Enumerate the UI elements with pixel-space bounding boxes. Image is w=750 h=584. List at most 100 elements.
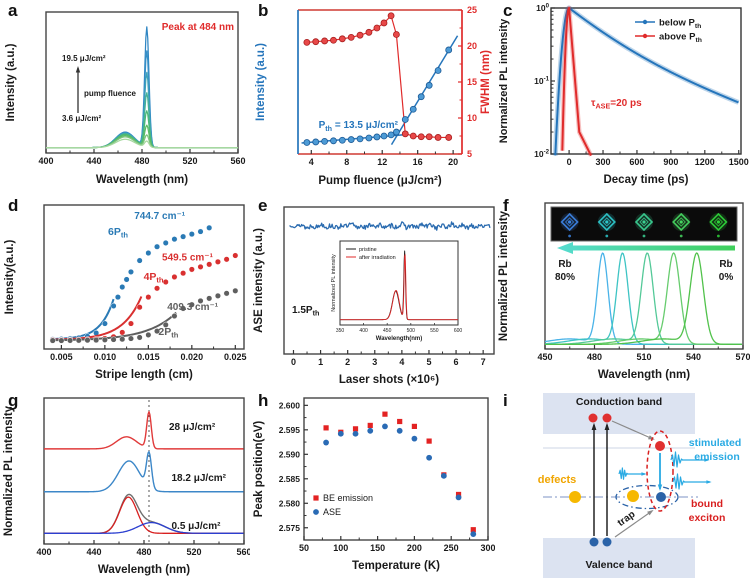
panel-b: b 4 8 12 16 20 5 10 15 20 25 Pth = 13.5 μJ/cm² Pump… (250, 0, 495, 195)
svg-text:trap: trap (616, 509, 638, 529)
svg-text:570: 570 (735, 352, 750, 362)
svg-text:400: 400 (359, 328, 368, 334)
svg-text:emission: emission (694, 451, 740, 463)
svg-text:250: 250 (444, 543, 459, 553)
panel-i-chart: Conduction band Valence band defects trap st… (538, 393, 742, 578)
svg-text:480: 480 (136, 547, 151, 557)
svg-text:300: 300 (480, 543, 495, 553)
svg-text:2.575: 2.575 (279, 523, 301, 533)
svg-text:Pth = 13.5 μJ/cm²: Pth = 13.5 μJ/cm² (319, 120, 399, 133)
svg-text:440: 440 (86, 547, 101, 557)
svg-text:560: 560 (236, 547, 250, 557)
svg-text:0: 0 (291, 357, 296, 367)
panel-a-chart: 400 440 480 520 560 Peak at 484 nm 19.5 μJ/cm²… (5, 11, 246, 186)
panel-c-chart: 0 300 600 900 1200 1500 100 10-1 10-2 below Pthab… (498, 2, 749, 186)
svg-text:7: 7 (481, 357, 486, 367)
svg-text:Intensity (a.u.): Intensity (a.u.) (255, 43, 267, 121)
svg-text:15: 15 (467, 77, 477, 87)
svg-text:0.005: 0.005 (50, 352, 73, 362)
svg-text:520: 520 (182, 156, 197, 166)
svg-text:3: 3 (372, 357, 377, 367)
svg-text:1200: 1200 (695, 157, 715, 167)
svg-text:549.5 cm⁻¹: 549.5 cm⁻¹ (162, 253, 214, 264)
svg-text:900: 900 (663, 157, 678, 167)
svg-text:600: 600 (454, 328, 463, 334)
svg-text:744.7 cm⁻¹: 744.7 cm⁻¹ (134, 211, 186, 222)
panel-g-label: g (8, 391, 19, 410)
svg-text:Normalized PL intensity: Normalized PL intensity (331, 254, 337, 312)
svg-text:25: 25 (467, 5, 477, 15)
svg-text:Rb: Rb (558, 259, 571, 270)
svg-text:τASE=20 ps: τASE=20 ps (591, 98, 642, 111)
svg-text:2.585: 2.585 (279, 474, 301, 484)
svg-text:Intensity (a.u.): Intensity (a.u.) (5, 43, 17, 121)
svg-text:20: 20 (467, 41, 477, 51)
svg-text:450: 450 (537, 352, 552, 362)
svg-text:100: 100 (536, 2, 549, 13)
svg-text:550: 550 (430, 328, 439, 334)
svg-text:Wavelength (nm): Wavelength (nm) (96, 174, 188, 186)
svg-text:6Pth: 6Pth (108, 226, 128, 240)
svg-text:defects: defects (538, 474, 577, 486)
svg-text:10: 10 (467, 113, 477, 123)
svg-text:560: 560 (230, 156, 245, 166)
svg-text:4: 4 (399, 357, 404, 367)
panel-b-label: b (258, 1, 269, 20)
svg-text:Peak at 484 nm: Peak at 484 nm (162, 22, 234, 33)
svg-text:5: 5 (467, 149, 472, 159)
svg-text:0.020: 0.020 (181, 352, 204, 362)
svg-text:0.015: 0.015 (137, 352, 160, 362)
svg-text:6: 6 (454, 357, 459, 367)
panel-e: e 0 1 2 3 4 5 6 7 1.5Pth pristine after irradiatio… (250, 195, 495, 390)
panel-d: d 0.005 0.010 0.015 0.020 0.025 744.7 cm⁻¹ 6Pt… (0, 195, 250, 390)
svg-text:600: 600 (629, 157, 644, 167)
svg-text:3.6 μJ/cm²: 3.6 μJ/cm² (62, 114, 101, 123)
panel-g: g 400 440 480 520 560 28 μJ/cm² 18.2 μJ/cm² 0.5… (0, 390, 250, 584)
svg-text:Peak position(eV): Peak position(eV) (253, 421, 265, 518)
svg-text:Stripe length (cm): Stripe length (cm) (95, 369, 193, 381)
svg-text:Normalized PL intensity: Normalized PL intensity (498, 18, 510, 143)
svg-text:Conduction band: Conduction band (576, 396, 662, 408)
svg-text:500: 500 (407, 328, 416, 334)
svg-text:Temperature (K): Temperature (K) (352, 560, 440, 572)
panel-f: f 450 480 510 540 570 Rb 80% Rb 0% Wavelength (nm… (495, 195, 750, 390)
svg-text:2: 2 (345, 357, 350, 367)
svg-text:400: 400 (36, 547, 51, 557)
panel-h-chart: 50 100 150 200 250 300 2.575 2.580 2.585 2.590 2.5… (253, 397, 495, 572)
svg-text:2.595: 2.595 (279, 425, 301, 435)
svg-text:BE emission: BE emission (323, 493, 373, 503)
panel-d-label: d (8, 196, 19, 215)
panel-f-chart: 450 480 510 540 570 Rb 80% Rb 0% Wavelength (nm) N… (498, 202, 750, 381)
svg-text:510: 510 (636, 352, 651, 362)
svg-text:440: 440 (86, 156, 101, 166)
svg-text:540: 540 (686, 352, 701, 362)
svg-text:10-2: 10-2 (534, 148, 550, 159)
svg-text:12: 12 (377, 157, 387, 167)
svg-text:8: 8 (344, 157, 349, 167)
svg-text:480: 480 (134, 156, 149, 166)
panel-i: i Conduction band Valence band defects trap… (495, 390, 750, 584)
svg-text:Wavelength (nm): Wavelength (nm) (98, 564, 190, 576)
svg-text:5: 5 (426, 357, 431, 367)
svg-text:2.590: 2.590 (279, 449, 301, 459)
svg-text:2Pth: 2Pth (158, 326, 178, 340)
svg-text:1500: 1500 (729, 157, 749, 167)
svg-text:stimulated: stimulated (689, 437, 742, 449)
panel-c-label: c (503, 1, 513, 20)
svg-text:20: 20 (448, 157, 458, 167)
svg-text:FWHM (nm): FWHM (nm) (480, 50, 492, 114)
svg-text:16: 16 (413, 157, 423, 167)
panel-a: a 400 440 480 520 560 Peak at 484 nm 19.5 μJ/c… (0, 0, 250, 195)
panel-h: h 50 100 150 200 250 300 2.575 2.580 2.585 2.590 2… (250, 390, 495, 584)
svg-text:Intensity(a.u.): Intensity(a.u.) (4, 239, 16, 314)
svg-text:exciton: exciton (689, 512, 726, 524)
svg-text:ASE: ASE (323, 507, 341, 517)
svg-text:Wavelength(nm): Wavelength(nm) (376, 336, 422, 342)
panel-i-label: i (503, 391, 508, 410)
svg-text:80%: 80% (555, 272, 575, 283)
svg-text:300: 300 (596, 157, 611, 167)
panel-f-label: f (503, 196, 509, 215)
svg-text:Normalized PL intensity: Normalized PL intensity (498, 210, 510, 341)
svg-text:150: 150 (370, 543, 385, 553)
